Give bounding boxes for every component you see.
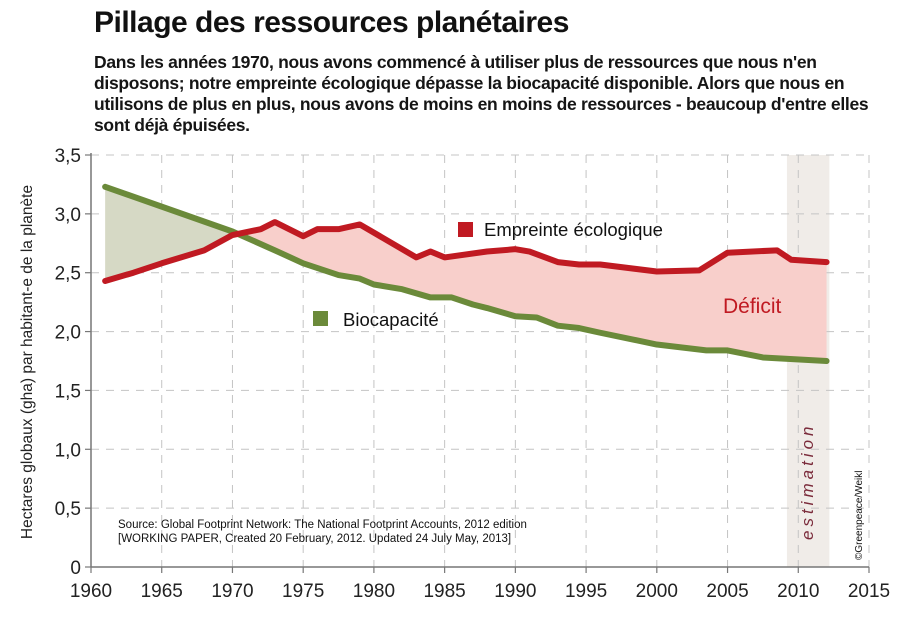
x-tick-label: 1985 (423, 581, 465, 602)
x-tick-label: 1990 (494, 581, 536, 602)
x-tick-label: 2010 (777, 581, 819, 602)
photo-credit: ©Greenpeace/Weikl (854, 471, 865, 560)
x-tick-label: 1995 (565, 581, 607, 602)
x-tick-label: 1980 (353, 581, 395, 602)
x-tick-label: 2005 (706, 581, 748, 602)
y-tick-label: 0 (70, 558, 81, 579)
legend-swatch-footprint (458, 222, 473, 237)
y-tick-label: 1,5 (55, 381, 81, 402)
y-tick-label: 3,5 (55, 146, 81, 167)
source-line-2: [WORKING PAPER, Created 20 February, 201… (118, 533, 511, 545)
legend-swatch-biocapacity (313, 311, 328, 326)
y-tick-label: 2,5 (55, 264, 81, 285)
y-tick-label: 3,0 (55, 205, 81, 226)
chart-title: Pillage des ressources planétaires (94, 6, 569, 39)
x-tick-label: 2015 (848, 581, 890, 602)
legend-label-biocapacity: Biocapacité (343, 309, 439, 330)
reserve-area (105, 186, 238, 281)
legend-label-footprint: Empreinte écologique (484, 219, 663, 240)
y-axis-label: Hectares globaux (gha) par habitant-e de… (19, 185, 36, 539)
series-line-empreinte (102, 219, 830, 284)
estimation-label: estimation (798, 423, 817, 540)
y-tick-label: 0,5 (55, 499, 81, 520)
y-tick-label: 1,0 (55, 440, 81, 461)
x-tick-label: 2000 (636, 581, 678, 602)
x-tick-label: 1970 (211, 581, 253, 602)
x-tick-label: 1960 (70, 581, 112, 602)
x-tick-label: 1975 (282, 581, 324, 602)
source-line-1: Source: Global Footprint Network: The Na… (118, 519, 527, 531)
series-line-biocapacite (102, 183, 830, 364)
y-tick-label: 2,0 (55, 323, 81, 344)
chart-subtitle: Dans les années 1970, nous avons commenc… (94, 52, 869, 135)
deficit-annotation: Déficit (723, 295, 782, 318)
x-tick-label: 1965 (141, 581, 183, 602)
deficit-area (237, 222, 827, 361)
